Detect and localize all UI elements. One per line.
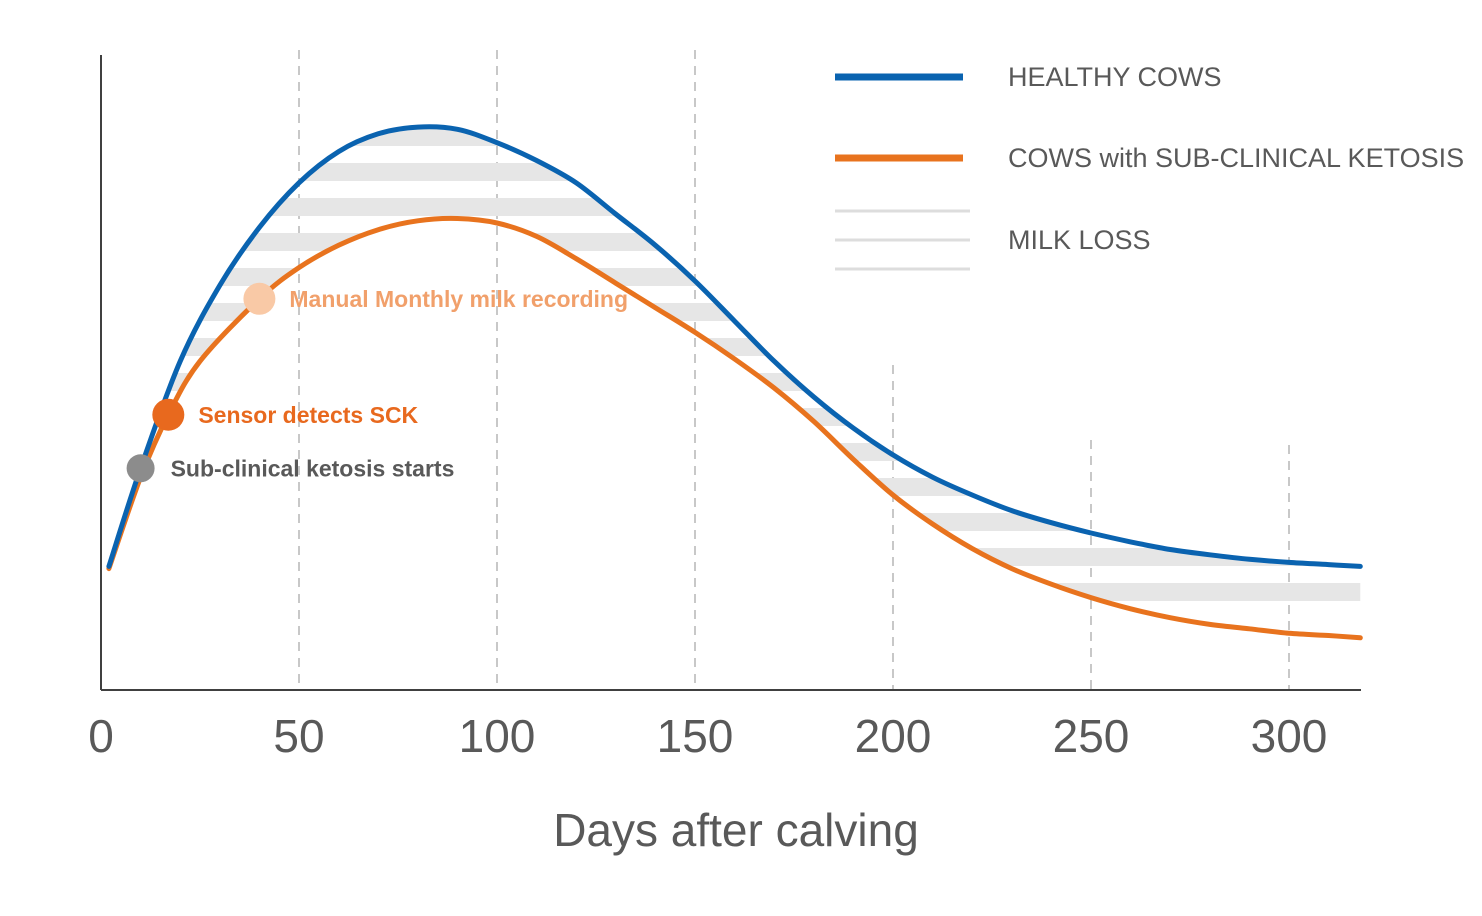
x-tick-label: 50 xyxy=(273,710,324,762)
series-line-healthy xyxy=(106,124,1363,569)
series-line-sck xyxy=(106,215,1363,641)
legend: HEALTHY COWS COWS with SUB-CLINICAL KETOS… xyxy=(835,62,1464,271)
annotation-marker xyxy=(126,454,155,483)
annotation-marker xyxy=(152,398,185,431)
x-tick-label: 250 xyxy=(1053,710,1130,762)
milk-loss-area xyxy=(108,128,1361,601)
axes xyxy=(100,55,1361,691)
milk-loss-stripe xyxy=(108,233,1361,251)
annotations: Sub-clinical ketosis starts Sensor detect… xyxy=(126,282,628,483)
milk-loss-stripe xyxy=(108,338,1361,356)
x-tick-labels: 0 50 100 150 200 250 300 xyxy=(88,710,1327,762)
x-tick-label: 100 xyxy=(459,710,536,762)
milk-loss-stripe xyxy=(108,513,1361,531)
milk-loss-stripe xyxy=(108,198,1361,216)
legend-label-sck: COWS with SUB-CLINICAL KETOSIS xyxy=(1008,143,1464,173)
x-tick-label: 150 xyxy=(657,710,734,762)
series-lines xyxy=(106,124,1363,641)
milk-loss-stripe xyxy=(108,373,1361,391)
x-tick-label: 300 xyxy=(1251,710,1328,762)
annotation-marker xyxy=(243,282,276,315)
x-tick-label: 0 xyxy=(88,710,114,762)
gridlines xyxy=(298,50,1290,690)
x-axis-title: Days after calving xyxy=(553,804,919,856)
x-tick-label: 200 xyxy=(855,710,932,762)
annotation-label: Manual Monthly milk recording xyxy=(289,286,628,312)
annotation-label: Sub-clinical ketosis starts xyxy=(171,455,455,481)
legend-label-loss: MILK LOSS xyxy=(1008,225,1151,255)
legend-label-healthy: HEALTHY COWS xyxy=(1008,62,1222,92)
annotation-label: Sensor detects SCK xyxy=(198,402,418,428)
milk-loss-stripe xyxy=(108,583,1361,601)
milk-loss-stripe xyxy=(108,268,1361,286)
